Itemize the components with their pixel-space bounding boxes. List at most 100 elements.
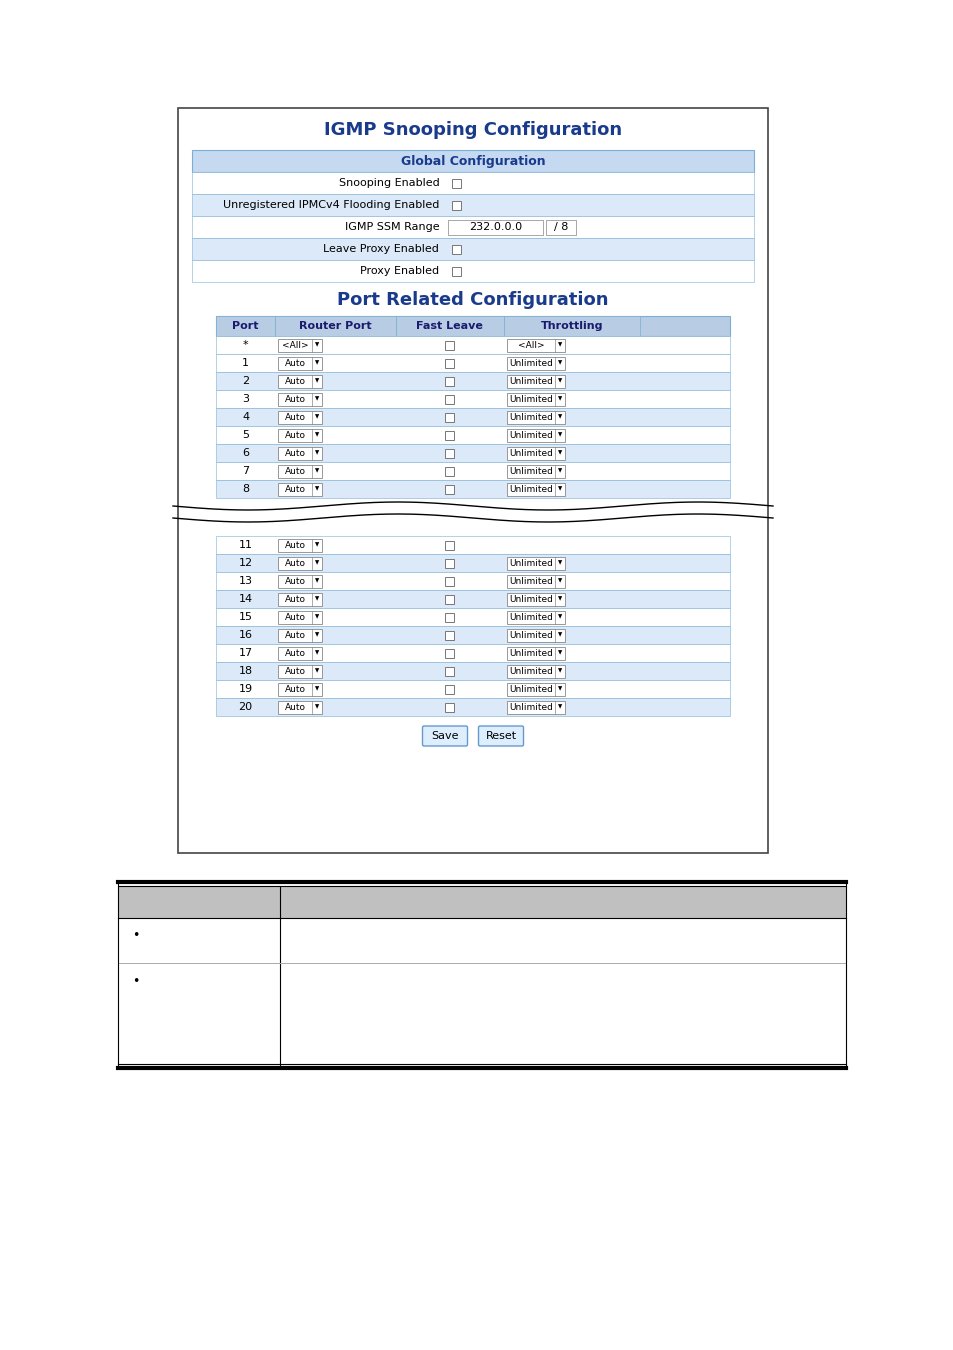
Bar — [192, 171, 753, 194]
Text: Router Port: Router Port — [299, 321, 372, 331]
Bar — [215, 390, 729, 408]
Text: ▼: ▼ — [558, 614, 561, 620]
Bar — [506, 593, 564, 606]
Bar — [445, 702, 454, 711]
Bar — [215, 316, 274, 336]
Bar — [215, 444, 729, 462]
Bar — [445, 540, 454, 549]
Text: Unlimited: Unlimited — [508, 359, 552, 367]
Text: Unlimited: Unlimited — [508, 431, 552, 440]
Bar — [506, 556, 564, 570]
Bar — [215, 698, 729, 716]
Bar — [215, 336, 729, 354]
Text: ▼: ▼ — [558, 432, 561, 437]
Text: Fast Leave: Fast Leave — [416, 321, 483, 331]
Text: Auto: Auto — [284, 702, 305, 711]
FancyBboxPatch shape — [422, 726, 467, 747]
Text: 18: 18 — [238, 666, 253, 676]
Text: Auto: Auto — [284, 630, 305, 640]
Text: 20: 20 — [238, 702, 253, 711]
Text: Auto: Auto — [284, 377, 305, 386]
Text: 4: 4 — [242, 412, 249, 423]
Text: ▼: ▼ — [314, 468, 319, 474]
Text: ▼: ▼ — [314, 668, 319, 674]
Text: 5: 5 — [242, 431, 249, 440]
Text: ▼: ▼ — [558, 378, 561, 383]
Bar — [445, 667, 454, 675]
Text: ▼: ▼ — [558, 468, 561, 474]
Text: 12: 12 — [238, 558, 253, 568]
Text: <All>: <All> — [281, 340, 308, 350]
Bar — [215, 626, 729, 644]
Text: Unlimited: Unlimited — [508, 702, 552, 711]
Bar — [506, 683, 564, 695]
Text: Auto: Auto — [284, 559, 305, 567]
Text: ▼: ▼ — [314, 414, 319, 420]
Text: ▼: ▼ — [314, 579, 319, 583]
Bar — [445, 485, 454, 494]
Bar — [118, 918, 845, 963]
Text: ▼: ▼ — [558, 360, 561, 366]
Text: Leave Proxy Enabled: Leave Proxy Enabled — [323, 244, 438, 254]
Bar — [192, 216, 753, 238]
Text: IGMP SSM Range: IGMP SSM Range — [344, 221, 438, 232]
Bar — [215, 462, 729, 481]
Bar — [118, 886, 845, 918]
Bar — [445, 467, 454, 475]
Text: Unlimited: Unlimited — [508, 413, 552, 421]
Text: Auto: Auto — [284, 485, 305, 494]
Bar — [506, 610, 564, 624]
Text: Auto: Auto — [284, 467, 305, 475]
Bar — [278, 664, 322, 678]
Bar — [445, 394, 454, 404]
Bar — [445, 648, 454, 657]
Bar — [278, 482, 322, 495]
Text: 19: 19 — [238, 684, 253, 694]
Bar — [451, 244, 460, 254]
Text: Auto: Auto — [284, 594, 305, 603]
Bar — [278, 464, 322, 478]
Text: ▼: ▼ — [558, 414, 561, 420]
Bar — [215, 662, 729, 680]
Text: Unlimited: Unlimited — [508, 667, 552, 675]
Text: Unlimited: Unlimited — [508, 684, 552, 694]
Bar — [215, 536, 729, 554]
Text: ▼: ▼ — [314, 633, 319, 637]
Bar — [215, 373, 729, 390]
Bar — [215, 427, 729, 444]
Text: Save: Save — [431, 730, 458, 741]
Bar — [506, 647, 564, 660]
Bar — [278, 610, 322, 624]
Text: Unlimited: Unlimited — [508, 448, 552, 458]
Text: Auto: Auto — [284, 359, 305, 367]
Bar — [278, 647, 322, 660]
Bar — [278, 339, 322, 351]
Text: Auto: Auto — [284, 667, 305, 675]
Bar — [395, 316, 503, 336]
Bar — [506, 464, 564, 478]
Text: / 8: / 8 — [553, 221, 567, 232]
Text: 15: 15 — [238, 612, 253, 622]
Bar — [215, 554, 729, 572]
Text: ▼: ▼ — [314, 597, 319, 602]
Bar — [506, 393, 564, 405]
Bar — [215, 644, 729, 662]
Bar — [445, 594, 454, 603]
Bar — [192, 238, 753, 261]
Bar — [274, 316, 395, 336]
Bar — [447, 220, 542, 235]
Text: ▼: ▼ — [314, 486, 319, 491]
Bar — [445, 377, 454, 386]
FancyBboxPatch shape — [478, 726, 523, 747]
Bar — [451, 266, 460, 275]
Bar — [215, 590, 729, 608]
Bar — [192, 261, 753, 282]
Bar — [215, 316, 729, 336]
Text: Port: Port — [233, 321, 258, 331]
Bar — [445, 613, 454, 621]
Bar — [278, 701, 322, 714]
Text: ▼: ▼ — [558, 651, 561, 656]
Text: ▼: ▼ — [558, 397, 561, 401]
Text: ▼: ▼ — [558, 668, 561, 674]
Bar — [503, 316, 639, 336]
